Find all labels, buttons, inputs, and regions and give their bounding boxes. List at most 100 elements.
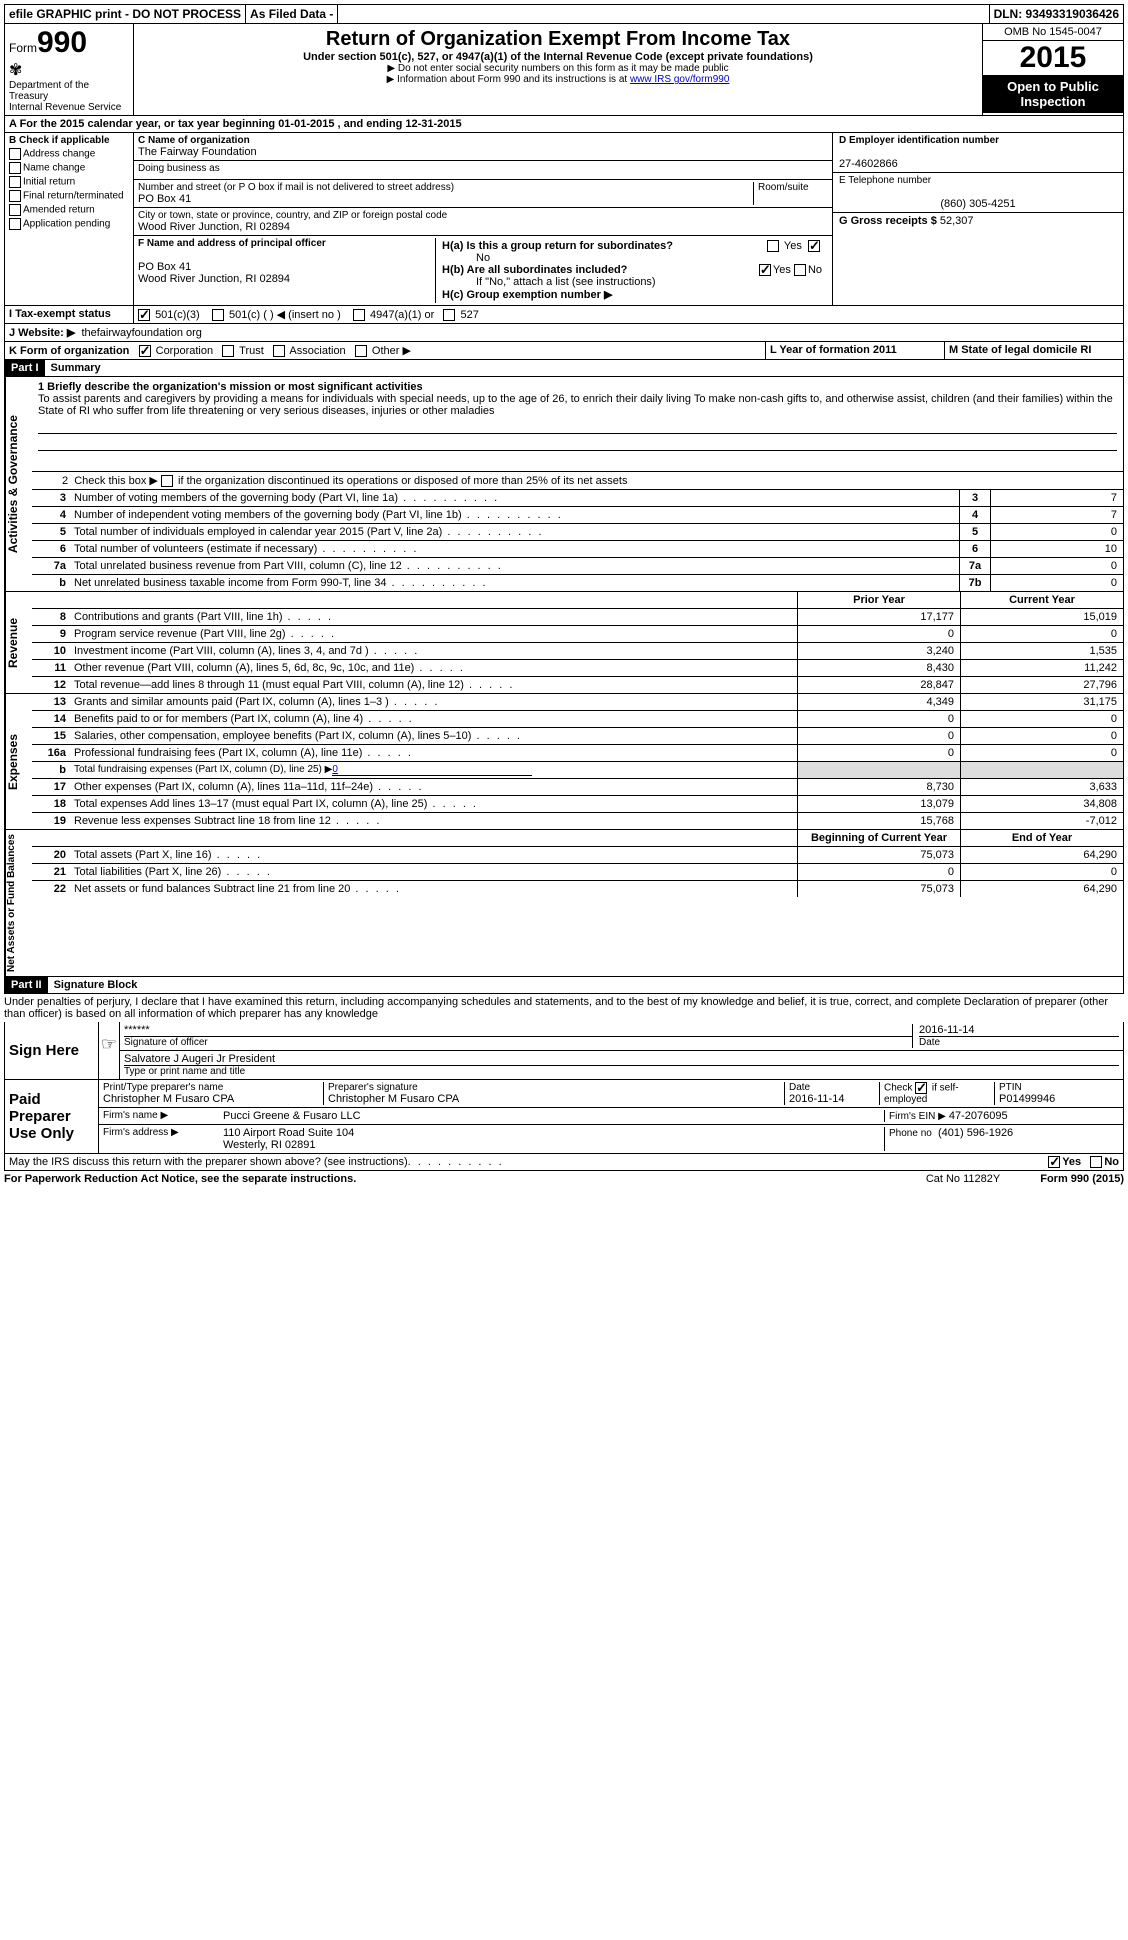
- row-k: K Form of organization Corporation Trust…: [4, 342, 1124, 360]
- dln: DLN: 93493319036426: [990, 5, 1123, 23]
- form-title: Return of Organization Exempt From Incom…: [138, 28, 978, 51]
- chk-527[interactable]: [443, 309, 455, 321]
- revenue-section: Revenue Prior Year Current Year 8 Contri…: [4, 592, 1124, 694]
- prep-name: Christopher M Fusaro CPA: [103, 1093, 323, 1105]
- chk-initial-return[interactable]: [9, 176, 21, 188]
- hc-label: H(c) Group exemption number ▶: [442, 289, 612, 301]
- chk-other[interactable]: [355, 345, 367, 357]
- as-filed: As Filed Data -: [246, 5, 338, 23]
- firm-name: Pucci Greene & Fusaro LLC: [223, 1110, 884, 1122]
- side-revenue: Revenue: [5, 592, 32, 693]
- city-value: Wood River Junction, RI 02894: [138, 221, 828, 233]
- g-label: G Gross receipts $: [839, 215, 937, 227]
- addr-value: PO Box 41: [138, 193, 753, 205]
- part2-title: Signature Block: [48, 977, 144, 993]
- f-addr1: PO Box 41: [138, 261, 435, 273]
- f-addr2: Wood River Junction, RI 02894: [138, 273, 435, 285]
- prep-sig: Christopher M Fusaro CPA: [328, 1093, 784, 1105]
- amount-line: 17 Other expenses (Part IX, column (A), …: [32, 779, 1123, 796]
- chk-ha-yes[interactable]: [767, 240, 779, 252]
- gov-line: 6 Total number of volunteers (estimate i…: [32, 541, 1123, 558]
- col-end-year: End of Year: [960, 830, 1123, 846]
- irs-link[interactable]: www IRS gov/form990: [630, 74, 729, 85]
- chk-discontinued[interactable]: [161, 475, 173, 487]
- website-value: thefairwayfoundation org: [81, 327, 201, 339]
- firm-addr-label: Firm's address ▶: [103, 1127, 223, 1151]
- part2-header: Part II: [5, 977, 48, 993]
- page-footer: For Paperwork Reduction Act Notice, see …: [4, 1171, 1124, 1187]
- row-i: I Tax-exempt status 501(c)(3) 501(c) ( )…: [4, 306, 1124, 324]
- mission-text: To assist parents and caregivers by prov…: [38, 393, 1113, 417]
- side-expenses: Expenses: [5, 694, 32, 829]
- chk-501c[interactable]: [212, 309, 224, 321]
- chk-discuss-yes[interactable]: [1048, 1156, 1060, 1168]
- subtitle-3: Information about Form 990 and its instr…: [397, 74, 630, 85]
- amount-line: 19 Revenue less expenses Subtract line 1…: [32, 813, 1123, 829]
- title-col: Return of Organization Exempt From Incom…: [134, 24, 982, 115]
- chk-4947[interactable]: [353, 309, 365, 321]
- row-j: J Website: ▶ thefairwayfoundation org: [4, 324, 1124, 342]
- m-domicile: M State of legal domicile RI: [949, 344, 1091, 356]
- gross-receipts: 52,307: [940, 215, 974, 227]
- addr-label: Number and street (or P O box if mail is…: [138, 182, 753, 193]
- chk-ha-no[interactable]: [808, 240, 820, 252]
- section-a-tax-year: A For the 2015 calendar year, or tax yea…: [4, 116, 1124, 133]
- amount-line: 9 Program service revenue (Part VIII, li…: [32, 626, 1123, 643]
- irs-label: Internal Revenue Service: [9, 102, 129, 113]
- chk-app-pending[interactable]: [9, 218, 21, 230]
- open-inspection: Open to Public Inspection: [983, 75, 1123, 113]
- prep-date-label: Date: [789, 1082, 879, 1093]
- amount-line: 12 Total revenue—add lines 8 through 11 …: [32, 677, 1123, 693]
- phone-label: Phone no: [889, 1128, 932, 1139]
- chk-hb-yes[interactable]: [759, 264, 771, 276]
- line2-text: 2 Check this box ▶ if the organization d…: [62, 475, 627, 487]
- chk-corp[interactable]: [139, 345, 151, 357]
- h-section: H(a) Is this a group return for subordin…: [435, 238, 828, 303]
- dept-treasury: Department of the Treasury: [9, 80, 129, 102]
- sign-arrow-icon: ☞: [99, 1022, 120, 1079]
- tax-year: 2015: [983, 41, 1123, 75]
- chk-hb-no[interactable]: [794, 264, 806, 276]
- col-current-year: Current Year: [960, 592, 1123, 608]
- expenses-section: Expenses 13 Grants and similar amounts p…: [4, 694, 1124, 830]
- perjury-text: Under penalties of perjury, I declare th…: [4, 994, 1124, 1022]
- signature-block: Sign Here ☞ ****** Signature of officer …: [4, 1022, 1124, 1171]
- city-label: City or town, state or province, country…: [138, 210, 828, 221]
- hb-label: H(b) Are all subordinates included?: [442, 264, 627, 276]
- firm-phone: (401) 596-1926: [938, 1127, 1013, 1139]
- room-suite-label: Room/suite: [753, 182, 828, 205]
- dba-label: Doing business as: [138, 163, 828, 174]
- subtitle-2: Do not enter social security numbers on …: [138, 63, 978, 74]
- right-info: D Employer identification number 27-4602…: [832, 133, 1123, 305]
- chk-name-change[interactable]: [9, 162, 21, 174]
- amount-line: 21 Total liabilities (Part X, line 26) 0…: [32, 864, 1123, 881]
- chk-address-change[interactable]: [9, 148, 21, 160]
- chk-amended[interactable]: [9, 204, 21, 216]
- chk-self-emp[interactable]: [915, 1082, 927, 1094]
- chk-assoc[interactable]: [273, 345, 285, 357]
- gov-line: b Net unrelated business taxable income …: [32, 575, 1123, 591]
- prep-name-label: Print/Type preparer's name: [103, 1082, 323, 1093]
- chk-final-return[interactable]: [9, 190, 21, 202]
- prep-date: 2016-11-14: [789, 1093, 879, 1105]
- chk-discuss-no[interactable]: [1090, 1156, 1102, 1168]
- amount-line: 22 Net assets or fund balances Subtract …: [32, 881, 1123, 897]
- ptin-value: P01499946: [999, 1093, 1119, 1105]
- amount-line: 10 Investment income (Part VIII, column …: [32, 643, 1123, 660]
- org-name: The Fairway Foundation: [138, 146, 828, 158]
- org-info: C Name of organization The Fairway Found…: [134, 133, 832, 305]
- c-label: C Name of organization: [138, 135, 828, 146]
- chk-trust[interactable]: [222, 345, 234, 357]
- chk-501c3[interactable]: [138, 309, 150, 321]
- amount-line: 20 Total assets (Part X, line 16) 75,073…: [32, 847, 1123, 864]
- form-id-col: Form990 ✾ Department of the Treasury Int…: [5, 24, 134, 115]
- d-label: D Employer identification number: [839, 135, 1117, 146]
- fundraise-link[interactable]: 0: [332, 764, 532, 776]
- sig-stars: ******: [124, 1024, 912, 1036]
- gov-line: 5 Total number of individuals employed i…: [32, 524, 1123, 541]
- i-label: I Tax-exempt status: [9, 308, 111, 320]
- prep-sig-label: Preparer's signature: [328, 1082, 784, 1093]
- phone-value: (860) 305-4251: [839, 198, 1117, 210]
- fundraise-line: b Total fundraising expenses (Part IX, c…: [32, 762, 1123, 779]
- gov-line: 7a Total unrelated business revenue from…: [32, 558, 1123, 575]
